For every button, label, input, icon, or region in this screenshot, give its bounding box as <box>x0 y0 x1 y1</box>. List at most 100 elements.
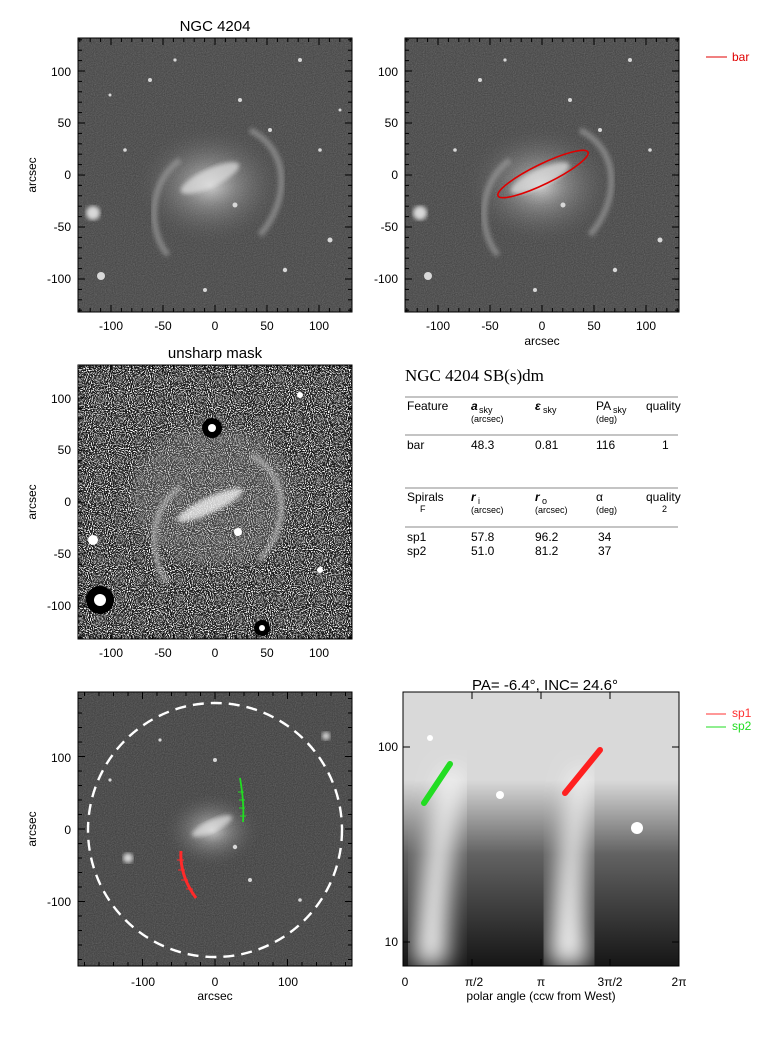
y-tick-label: 50 <box>58 443 72 457</box>
x-tick-label: -50 <box>154 646 172 660</box>
sp1-trace <box>179 850 198 899</box>
y-tick-label: 0 <box>64 823 71 837</box>
cell-bar-a: 48.3 <box>471 438 495 452</box>
x-tick-label: 2π <box>672 975 687 989</box>
panel-bar-fit: bar <box>404 37 749 313</box>
x-tick-label: -50 <box>481 319 499 333</box>
cell-sp2-name: sp2 <box>407 544 427 558</box>
col-a-sky-unit: (arcsec) <box>471 414 504 424</box>
col-r-outer: r <box>535 490 541 504</box>
cell-sp2-alpha: 37 <box>598 544 612 558</box>
parameter-table: NGC 4204 SB(s)dm Feature a sky (arcsec) … <box>405 366 681 558</box>
col-pa-sky: PA <box>596 399 611 413</box>
y-tick-label: 50 <box>385 116 399 130</box>
p3-tick-labels: -100 -50 0 50 100 100 50 0 -50 -100 <box>47 392 329 660</box>
x-tick-label: 50 <box>260 319 274 333</box>
x-tick-label: 0 <box>539 319 546 333</box>
col-r-inner-sub: i <box>478 496 480 506</box>
x-tick-label: 50 <box>587 319 601 333</box>
x-tick-label: 100 <box>309 646 329 660</box>
legend-label-sp2: sp2 <box>732 719 752 733</box>
y-tick-label: 0 <box>64 495 71 509</box>
x-tick-label: 0 <box>212 319 219 333</box>
panel-title-polar: PA= -6.4°, INC= 24.6° <box>472 677 618 694</box>
y-tick-label: -50 <box>381 220 399 234</box>
cell-bar-pa: 116 <box>596 438 615 452</box>
p2-tick-labels: -100 -50 0 50 100 100 50 0 -50 -100 <box>374 65 656 333</box>
cell-bar-feature: bar <box>407 438 424 452</box>
col-r-inner-unit: (arcsec) <box>471 505 504 515</box>
y-tick-label: 100 <box>378 65 398 79</box>
p1-tick-labels: -100 -50 0 50 100 100 50 0 -50 -100 <box>47 65 329 333</box>
col-eps-sky: ε <box>535 399 541 413</box>
y-tick-label: -50 <box>54 220 72 234</box>
table-title: NGC 4204 SB(s)dm <box>405 366 544 385</box>
col-pa-sky-unit: (deg) <box>596 414 617 424</box>
legend-label-sp1: sp1 <box>732 706 752 720</box>
cell-sp1-alpha: 34 <box>598 530 612 544</box>
col-quality-spirals: quality <box>646 490 681 504</box>
sp1-fit-line <box>562 747 603 796</box>
col-a-sky: a <box>471 399 478 413</box>
panel-title-image: NGC 4204 <box>180 18 251 35</box>
p6-tick-labels: 0 π/2 π 3π/2 2π 100 10 <box>378 740 687 989</box>
x-tick-label: -50 <box>154 319 172 333</box>
x-tick-label: 3π/2 <box>598 975 623 989</box>
y-tick-label: 100 <box>51 751 71 765</box>
panel-unsharp-mask <box>77 364 353 640</box>
x-tick-label: -100 <box>131 975 155 989</box>
col-a-sky-sub: sky <box>479 405 493 415</box>
unsharp-mask-image <box>78 365 352 639</box>
x-tick-label: 0 <box>402 975 409 989</box>
y-tick-label: 0 <box>391 168 398 182</box>
y-axis-label-p3: arcsec <box>25 484 39 519</box>
cell-bar-eps: 0.81 <box>535 438 559 452</box>
x-tick-label: 0 <box>212 975 219 989</box>
col-r-outer-unit: (arcsec) <box>535 505 568 515</box>
x-tick-label: -100 <box>99 319 123 333</box>
y-tick-label: 50 <box>58 116 72 130</box>
y-tick-label: -100 <box>47 895 71 909</box>
fit-boundary-circle <box>86 701 344 959</box>
polar-map-image <box>403 692 679 966</box>
col-r-outer-sub: o <box>542 496 547 506</box>
col-feature: Feature <box>407 399 449 413</box>
y-axis-label-p1: arcsec <box>25 157 39 192</box>
y-axis-label-p5: arcsec <box>25 811 39 846</box>
col-alpha: α <box>596 490 603 504</box>
x-tick-label: -100 <box>426 319 450 333</box>
y-tick-label: 100 <box>378 740 398 754</box>
legend-label-bar: bar <box>732 50 749 64</box>
x-tick-label: -100 <box>99 646 123 660</box>
y-tick-label: -100 <box>47 272 71 286</box>
col-alpha-unit: (deg) <box>596 505 617 515</box>
cell-sp1-ro: 96.2 <box>535 530 559 544</box>
x-tick-label: 100 <box>278 975 298 989</box>
x-axis-label-p2: arcsec <box>524 334 559 348</box>
p5-tick-labels: -100 0 100 100 0 -100 <box>47 751 298 989</box>
y-tick-label: 100 <box>51 65 71 79</box>
panel-spiral-tracing <box>77 691 353 967</box>
x-tick-label: π <box>537 975 545 989</box>
panel-polar-projection: sp1 sp2 <box>402 691 752 967</box>
y-tick-label: 10 <box>385 935 399 949</box>
galaxy-image <box>405 38 679 312</box>
y-tick-label: -100 <box>47 599 71 613</box>
panel-image <box>77 37 353 313</box>
x-axis-label-p5: arcsec <box>197 989 232 1003</box>
cell-sp1-ri: 57.8 <box>471 530 495 544</box>
col-r-inner: r <box>471 490 477 504</box>
col-quality: quality <box>646 399 681 413</box>
y-tick-label: 100 <box>51 392 71 406</box>
sp2-trace <box>239 777 245 823</box>
x-tick-label: 0 <box>212 646 219 660</box>
y-tick-label: -100 <box>374 272 398 286</box>
x-tick-label: π/2 <box>465 975 484 989</box>
panel-title-unsharp-mask: unsharp mask <box>168 345 263 362</box>
x-tick-label: 50 <box>260 646 274 660</box>
cell-sp2-ro: 81.2 <box>535 544 559 558</box>
cell-bar-quality: 1 <box>662 438 669 452</box>
x-tick-label: 100 <box>309 319 329 333</box>
galaxy-image <box>78 38 352 312</box>
cell-sp1-name: sp1 <box>407 530 427 544</box>
